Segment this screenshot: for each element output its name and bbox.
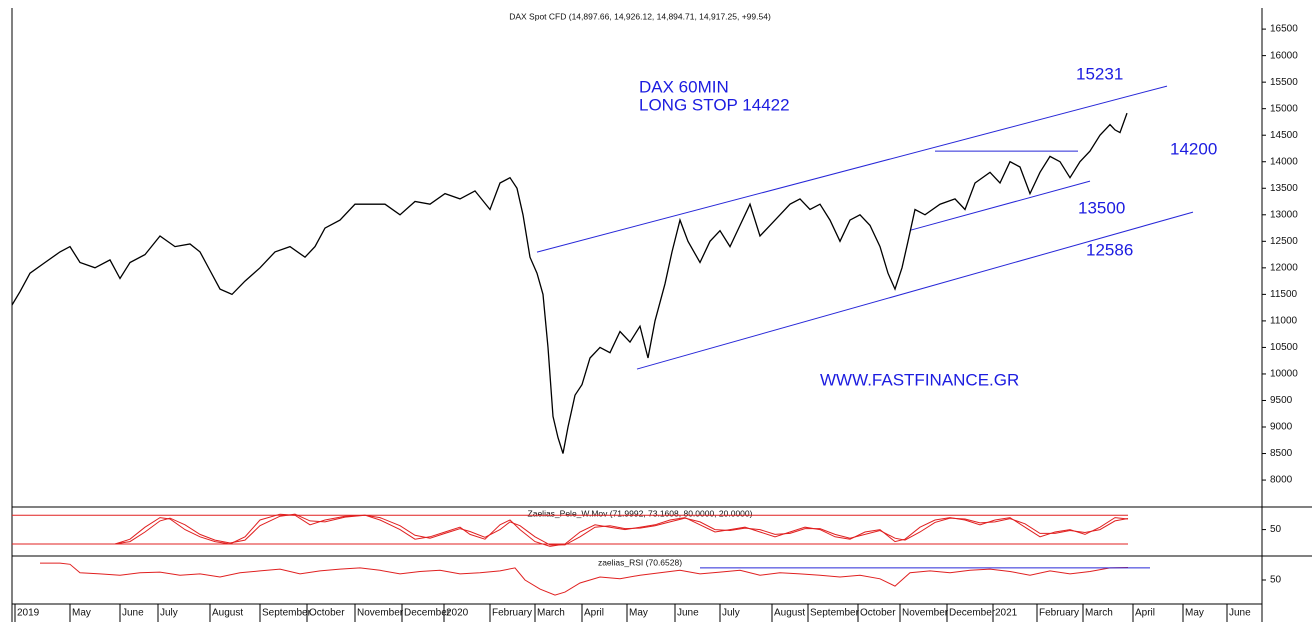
y-tick-label: 9000 [1270, 422, 1293, 433]
x-tick-label: April [1135, 608, 1155, 619]
annotation: 15231 [1076, 64, 1123, 83]
y-tick-label: 15000 [1270, 103, 1298, 114]
x-tick-label: October [309, 608, 345, 619]
trend-line [536, 85, 1168, 253]
y-tick-label: 50 [1270, 575, 1282, 586]
y-tick-label: 11500 [1270, 289, 1298, 300]
x-tick-label: November [357, 608, 404, 619]
x-tick-label: June [1229, 608, 1251, 619]
y-tick-label: 13500 [1270, 183, 1298, 194]
y-tick-label: 8000 [1270, 475, 1293, 486]
series-line [11, 112, 1128, 454]
annotation: DAX 60MIN [639, 77, 729, 96]
y-tick-label: 14000 [1270, 156, 1298, 167]
annotation: 12586 [1086, 240, 1133, 259]
x-tick-label: February [1039, 608, 1079, 619]
trend-line [910, 180, 1091, 231]
oscillator-title: Zaelias_Pele_W.Mov (71.9992, 73.1608, 80… [528, 508, 753, 518]
x-tick-label: March [537, 608, 565, 619]
x-tick-label: September [262, 608, 312, 619]
y-tick-label: 12500 [1270, 236, 1298, 247]
x-tick-label: 2020 [446, 608, 469, 619]
x-tick-label: August [212, 608, 243, 619]
x-tick-label: August [774, 608, 805, 619]
x-tick-label: May [1185, 608, 1204, 619]
x-tick-label: March [1085, 608, 1113, 619]
annotation: WWW.FASTFINANCE.GR [820, 370, 1019, 389]
y-tick-label: 11000 [1270, 316, 1298, 327]
annotation: 13500 [1078, 198, 1125, 217]
x-tick-label: September [810, 608, 860, 619]
trend-line [636, 211, 1194, 370]
y-tick-label: 14500 [1270, 130, 1298, 141]
x-tick-label: October [860, 608, 896, 619]
y-tick-label: 10500 [1270, 342, 1298, 353]
rsi-title: zaelias_RSI (70.6528) [598, 557, 682, 567]
x-tick-label: April [584, 608, 604, 619]
y-tick-label: 50 [1270, 524, 1282, 535]
series-line [95, 513, 1129, 546]
annotation: LONG STOP 14422 [639, 95, 790, 114]
series-line [40, 562, 1129, 596]
x-tick-label: December [404, 608, 451, 619]
y-tick-label: 8500 [1270, 448, 1293, 459]
y-tick-label: 9500 [1270, 395, 1293, 406]
x-tick-label: May [629, 608, 648, 619]
y-tick-label: 13000 [1270, 209, 1298, 220]
x-tick-label: December [949, 608, 996, 619]
x-tick-label: June [677, 608, 699, 619]
y-tick-label: 16000 [1270, 50, 1298, 61]
chart-title: DAX Spot CFD (14,897.66, 14,926.12, 14,8… [509, 11, 771, 21]
x-tick-label: November [902, 608, 949, 619]
y-tick-label: 15500 [1270, 77, 1298, 88]
x-tick-label: May [72, 608, 91, 619]
y-tick-label: 12000 [1270, 262, 1298, 273]
x-tick-label: July [160, 608, 178, 619]
x-tick-label: July [722, 608, 740, 619]
x-tick-label: 2019 [17, 608, 40, 619]
y-tick-label: 16500 [1270, 24, 1298, 35]
annotation: 14200 [1170, 139, 1217, 158]
x-tick-label: June [122, 608, 144, 619]
x-tick-label: 2021 [995, 608, 1018, 619]
y-tick-label: 10000 [1270, 369, 1298, 380]
x-tick-label: February [492, 608, 532, 619]
